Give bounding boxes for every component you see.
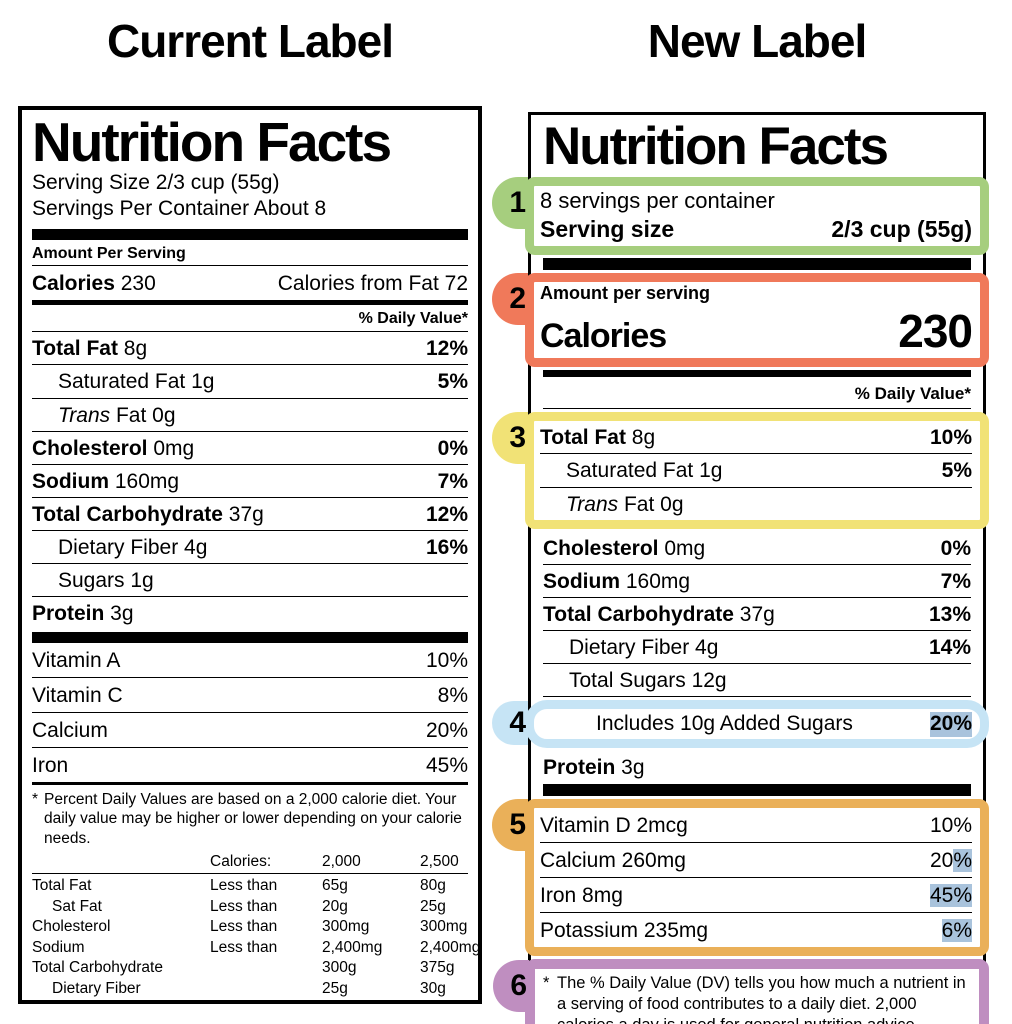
annotation-badge-5: 5 <box>492 798 528 851</box>
amount-per-serving-label: Amount per serving <box>540 283 711 304</box>
nutrient-row-added-sugars: Includes 10g Added Sugars 20% <box>596 712 972 737</box>
section-divider-bar <box>543 370 971 378</box>
serving-size-value: 2/3 cup (55g) <box>831 216 972 243</box>
servings-per-container-line: 8 servings per container <box>540 188 775 214</box>
annotation-badge-4: 4 <box>492 701 528 746</box>
nutrient-row-sodium: Sodium 160mg 7% <box>543 565 971 598</box>
calories-from-fat: Calories from Fat 72 <box>277 272 468 296</box>
section-divider-bar <box>543 258 971 271</box>
vitamin-row-vitamin-d: Vitamin D 2mcg 10% <box>540 808 972 843</box>
highlight-calories: 2 Amount per serving Calories 230 <box>492 273 989 368</box>
nutrient-row-total-sugars: Total Sugars 12g <box>543 664 971 698</box>
nutrient-row-protein: Protein 3g <box>543 755 645 779</box>
table-row: Sodium Less than 2,400mg 2,400mg <box>32 938 481 956</box>
highlight-fats: 3 Total Fat 8g 10% Saturated Fat 1g 5% T… <box>492 412 989 529</box>
nutrient-row-cholesterol: Cholesterol 0mg 0% <box>32 432 468 465</box>
amount-per-serving-label: Amount Per Serving <box>32 240 468 267</box>
vitamin-row-vitamin-a: Vitamin A 10% <box>32 643 468 678</box>
calories-row: Calories 230 Calories from Fat 72 <box>32 266 468 300</box>
section-divider-bar <box>32 631 468 643</box>
current-label-heading: Current Label <box>106 15 394 67</box>
vitamin-row-calcium: Calcium 260mg 20% <box>540 843 972 878</box>
highlight-footnote: 6 * The % Daily Value (DV) tells you how… <box>493 959 989 1024</box>
vitamin-row-iron: Iron 8mg 45% <box>540 878 972 914</box>
nutrient-row-total-fat: Total Fat 8g 10% <box>540 421 972 455</box>
section-divider-bar <box>543 783 971 796</box>
section-divider-bar <box>32 229 468 241</box>
servings-per-container-line: Servings Per Container About 8 <box>32 196 327 220</box>
nutrient-row-cholesterol: Cholesterol 0mg 0% <box>543 532 971 565</box>
nutrition-facts-title: Nutrition Facts <box>543 117 889 176</box>
vitamin-row-vitamin-c: Vitamin C 8% <box>32 678 468 713</box>
table-row: Dietary Fiber 25g 30g <box>52 979 446 997</box>
nutrition-facts-title: Nutrition Facts <box>32 111 392 173</box>
daily-value-footnote: * The % Daily Value (DV) tells you how m… <box>543 974 966 1024</box>
calories-value: 230 <box>898 305 973 358</box>
annotation-badge-6: 6 <box>493 960 529 1013</box>
nutrient-row-total-carbohydrate: Total Carbohydrate 37g 12% <box>32 498 468 532</box>
nutrient-row-protein: Protein 3g <box>32 602 134 626</box>
calorie-reference-table: Calories: 2,000 2,500 Total Fat Less than… <box>32 852 481 999</box>
calories-label: Calories <box>540 317 667 356</box>
table-row: Total Fat Less than 65g 80g <box>32 877 446 895</box>
highlight-serving-info: 1 8 servings per container Serving size … <box>492 177 989 256</box>
nutrient-row-sugars: Sugars 1g <box>32 564 468 598</box>
vitamin-row-potassium: Potassium 235mg 6% <box>540 919 972 943</box>
vitamin-row-calcium: Calcium 20% <box>32 713 468 748</box>
table-row: Sat Fat Less than 20g 25g <box>52 897 446 915</box>
nutrient-row-total-carbohydrate: Total Carbohydrate 37g 13% <box>543 598 971 632</box>
nutrient-row-saturated-fat: Saturated Fat 1g 5% <box>540 454 972 488</box>
nutrient-row-trans-fat: Trans Fat 0g <box>566 492 684 516</box>
daily-value-header: % Daily Value* <box>543 377 971 410</box>
section-divider-bar <box>32 782 468 786</box>
nutrient-row-trans-fat: Trans Fat 0g <box>32 399 468 432</box>
serving-size-label: Serving size <box>540 216 675 243</box>
current-nutrition-label: Nutrition Facts Serving Size 2/3 cup (55… <box>18 106 482 1004</box>
daily-value-footnote: * Percent Daily Values are based on a 2,… <box>32 791 462 847</box>
annotation-badge-3: 3 <box>492 412 528 465</box>
serving-size-row: Serving size 2/3 cup (55g) <box>540 215 972 246</box>
annotation-badge-2: 2 <box>492 273 528 326</box>
serving-size-line: Serving Size 2/3 cup (55g) <box>32 171 280 195</box>
table-header-row: Calories: 2,000 2,500 <box>32 852 468 875</box>
nutrient-row-saturated-fat: Saturated Fat 1g 5% <box>32 365 468 399</box>
nutrient-row-dietary-fiber: Dietary Fiber 4g 14% <box>543 631 971 665</box>
nutrient-row-total-fat: Total Fat 8g 12% <box>32 332 468 366</box>
section-divider-bar <box>32 300 468 306</box>
vitamin-row-iron: Iron 45% <box>32 754 468 777</box>
table-row: Total Carbohydrate 300g 375g <box>32 959 455 977</box>
annotation-badge-1: 1 <box>492 177 528 230</box>
daily-value-header: % Daily Value* <box>32 305 468 333</box>
calories-label: Calories 230 <box>32 272 156 296</box>
table-row: Cholesterol Less than 300mg 300mg <box>32 918 468 936</box>
new-nutrition-label: Nutrition Facts 1 8 servings per contain… <box>492 112 989 1024</box>
highlight-vitamins: 5 Vitamin D 2mcg 10% Calcium 260mg 20% I… <box>492 798 989 957</box>
calories-row: Calories 230 <box>540 304 973 358</box>
highlight-added-sugars: 4 Includes 10g Added Sugars 20% <box>492 700 989 748</box>
nutrient-row-sodium: Sodium 160mg 7% <box>32 465 468 499</box>
nutrient-row-dietary-fiber: Dietary Fiber 4g 16% <box>32 531 468 565</box>
new-label-heading: New Label <box>647 15 868 67</box>
